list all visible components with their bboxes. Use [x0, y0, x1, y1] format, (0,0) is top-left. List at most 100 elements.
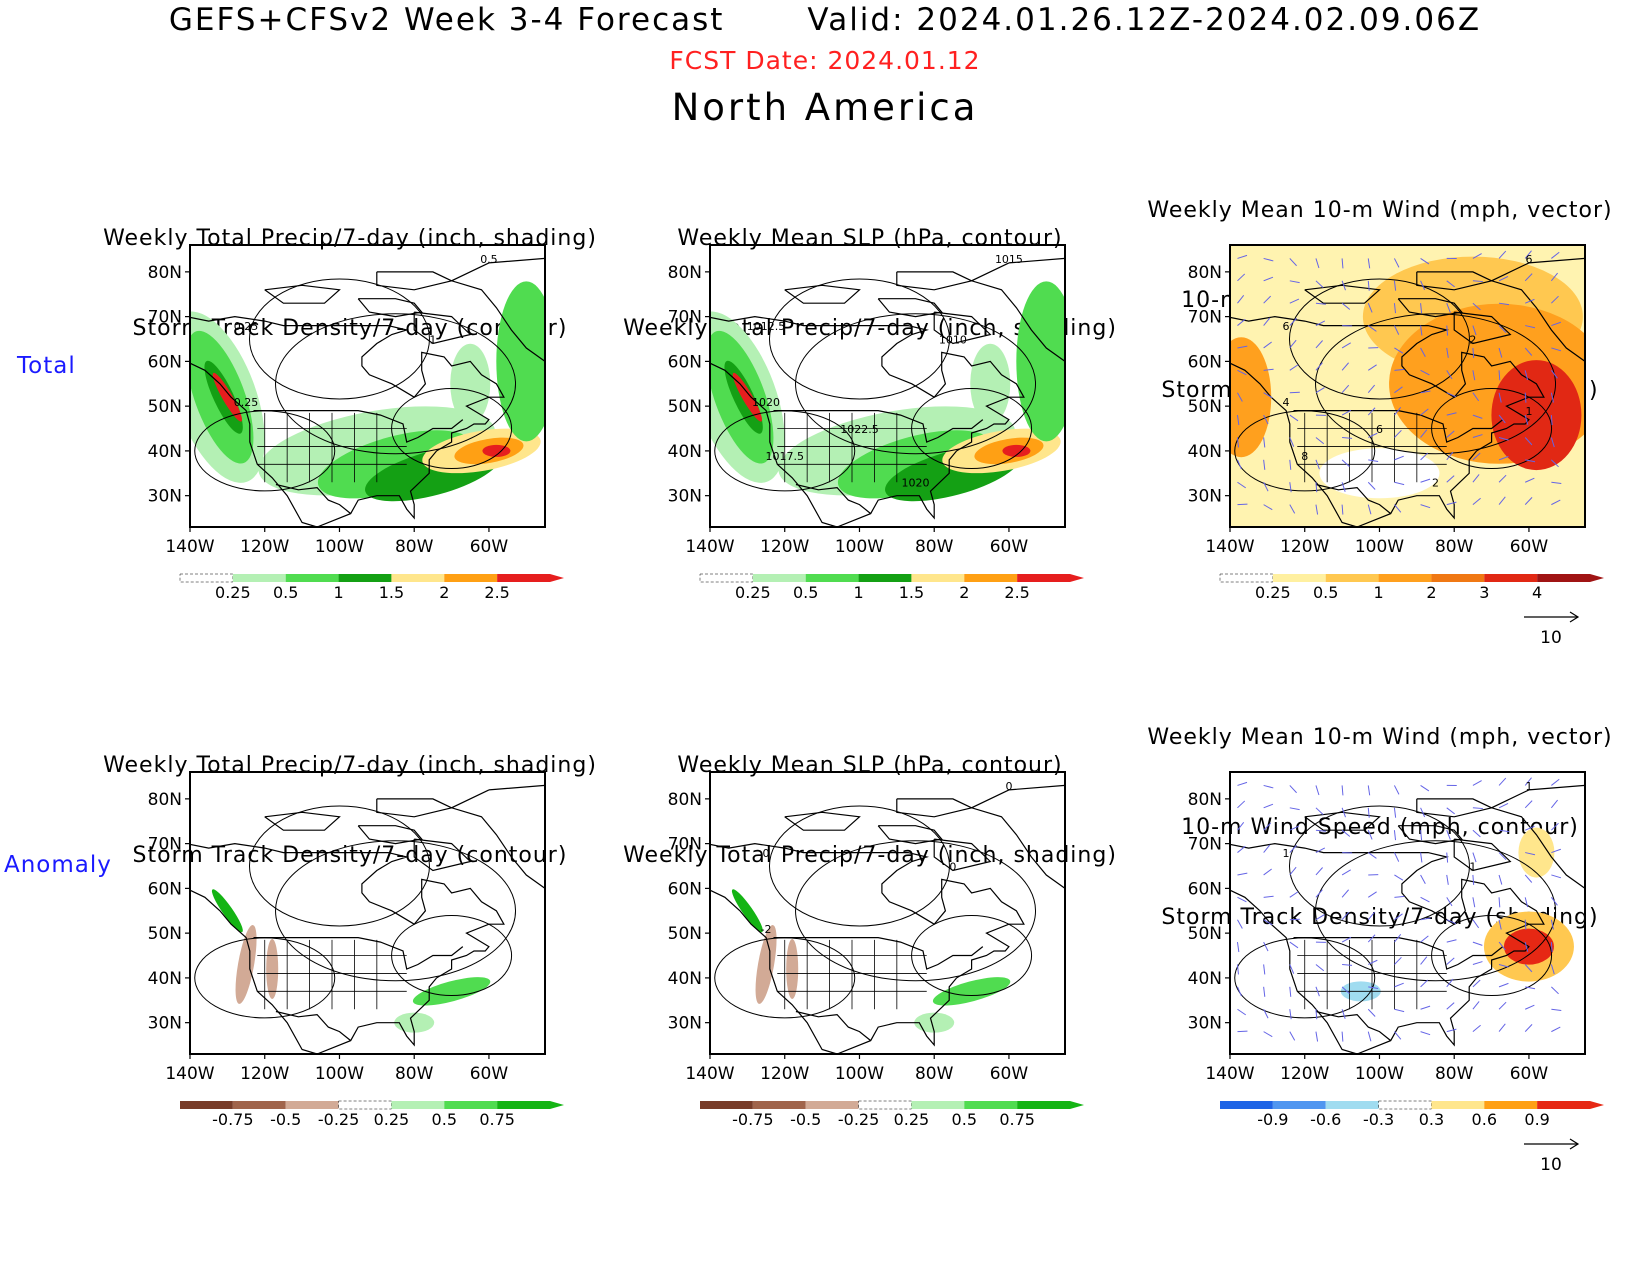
wind-vector: [1263, 368, 1274, 371]
coastline-island: [413, 311, 472, 345]
wind-vector: [1524, 897, 1529, 908]
colorbar-swatch: [1484, 1101, 1538, 1109]
wind-vector: [1289, 414, 1299, 422]
wind-vector: [1420, 303, 1423, 314]
shaded-region: [412, 977, 491, 1006]
wind-vector: [1420, 956, 1428, 965]
wind-vector: [1498, 829, 1510, 833]
wind-vector: [1498, 496, 1506, 505]
wind-vector: [1263, 919, 1273, 926]
lon-label: 100W: [1355, 1064, 1404, 1084]
wind-vector: [1394, 895, 1405, 898]
wind-vector: [1393, 325, 1400, 335]
wind-vector: [1341, 785, 1344, 796]
wind-vector: [1472, 347, 1475, 358]
coastline-greenland: [1489, 784, 1585, 890]
lon-label: 140W: [1205, 1064, 1254, 1084]
wind-vector: [1524, 919, 1527, 930]
wind-vector: [1367, 280, 1370, 291]
contour-label: 6: [1525, 253, 1532, 266]
colorbar-label: 0.25: [1255, 583, 1291, 602]
wind-vector: [1550, 799, 1559, 809]
colorbar-swatch: [1537, 1101, 1590, 1109]
wind-vector: [1446, 303, 1451, 313]
coastline: [710, 315, 1025, 527]
coastline-island: [1453, 838, 1512, 872]
wind-vector: [1315, 889, 1323, 898]
map-frame: [189, 244, 546, 528]
wind-vector: [1551, 986, 1559, 995]
colorbar-swatch: [1220, 1101, 1273, 1109]
colorbar-label: 0.75: [999, 1110, 1035, 1129]
lon-label: 120W: [760, 1064, 809, 1084]
wind-vector: [1498, 852, 1507, 861]
contour-line: [391, 388, 513, 470]
wind-vector: [1368, 432, 1378, 438]
wind-vector: [1315, 362, 1323, 371]
wind-vector: [1472, 1024, 1481, 1033]
colorbar-label: -0.6: [1310, 1110, 1341, 1129]
wind-vector: [1446, 280, 1455, 288]
lat-label: 80N: [1188, 263, 1222, 283]
wind-vector: [1420, 347, 1426, 357]
wind-vector: [1315, 302, 1326, 305]
wind-vector: [1289, 844, 1297, 853]
colorbar-label: 2: [959, 583, 969, 602]
contour-line: [768, 278, 950, 400]
coastline-island: [413, 838, 472, 872]
wind-vector: [1367, 911, 1376, 921]
wind-vector: [1367, 807, 1370, 818]
colorbar-swatch: [232, 574, 286, 582]
wind-vector: [1394, 429, 1402, 438]
colorbar-swatch: [497, 574, 550, 582]
wind-vector: [1341, 302, 1351, 310]
colorbar-label: 2: [1426, 583, 1436, 602]
wind-vector: [1551, 347, 1562, 352]
lat-label: 40N: [148, 442, 182, 462]
lon-label: 60W: [1510, 1064, 1549, 1084]
lat-label: 70N: [148, 835, 182, 855]
wind-vector: [1550, 370, 1558, 379]
wind-vector: [1525, 298, 1535, 304]
wind-vector: [1394, 407, 1402, 416]
forecast-date: FCST Date: 2024.01.12: [669, 46, 981, 75]
wind-vector: [1550, 897, 1558, 906]
wind-vector: [1315, 964, 1325, 972]
reference-vector-label: 10: [1540, 628, 1562, 648]
colorbar-swatch: [1325, 574, 1379, 582]
wind-vector: [1393, 280, 1397, 291]
wind-vector: [1472, 961, 1483, 965]
wind-vector: [1498, 325, 1507, 334]
wind-vector: [1367, 829, 1373, 840]
colorbar-label: -0.3: [1363, 1110, 1394, 1129]
lon-label: 80W: [915, 537, 954, 557]
wind-vector: [1263, 295, 1272, 304]
panel-title-line: 10-m Wind Speed (mph, contour): [1181, 815, 1579, 840]
wind-vector: [1394, 1008, 1405, 1013]
wind-vector: [1525, 852, 1536, 856]
map-content: 6 6 2 4 6 8 2 1: [1230, 245, 1585, 527]
contour-line: [795, 840, 1037, 982]
wind-vector: [1551, 778, 1560, 786]
contour-label: 0.25: [234, 320, 258, 333]
wind-vector: [1446, 347, 1449, 358]
wind-vector: [1472, 780, 1482, 786]
panel-title-line: Weekly Mean 10-m Wind (mph, vector): [1147, 198, 1613, 223]
wind-vector: [1498, 874, 1503, 885]
wind-vector: [1341, 280, 1346, 291]
map-content: 1015 1012.5 1010 1020 1022.5 1017.5 1020: [710, 253, 1065, 527]
wind-vector: [1263, 341, 1272, 349]
wind-vector: [1551, 822, 1559, 831]
contour-label: 0.25: [234, 396, 258, 409]
coastline: [190, 842, 505, 1054]
wind-vector: [1394, 455, 1404, 461]
wind-vector: [1237, 1008, 1247, 1016]
contour-line: [714, 937, 856, 1019]
colorbar-swatch: [858, 1100, 912, 1110]
colorbar-label: -0.25: [318, 1110, 359, 1129]
lat-label: 60N: [1188, 879, 1222, 899]
lon-label: 140W: [165, 537, 214, 557]
wind-vector: [1236, 942, 1240, 953]
contour-line: [248, 278, 430, 400]
lat-label: 50N: [148, 397, 182, 417]
